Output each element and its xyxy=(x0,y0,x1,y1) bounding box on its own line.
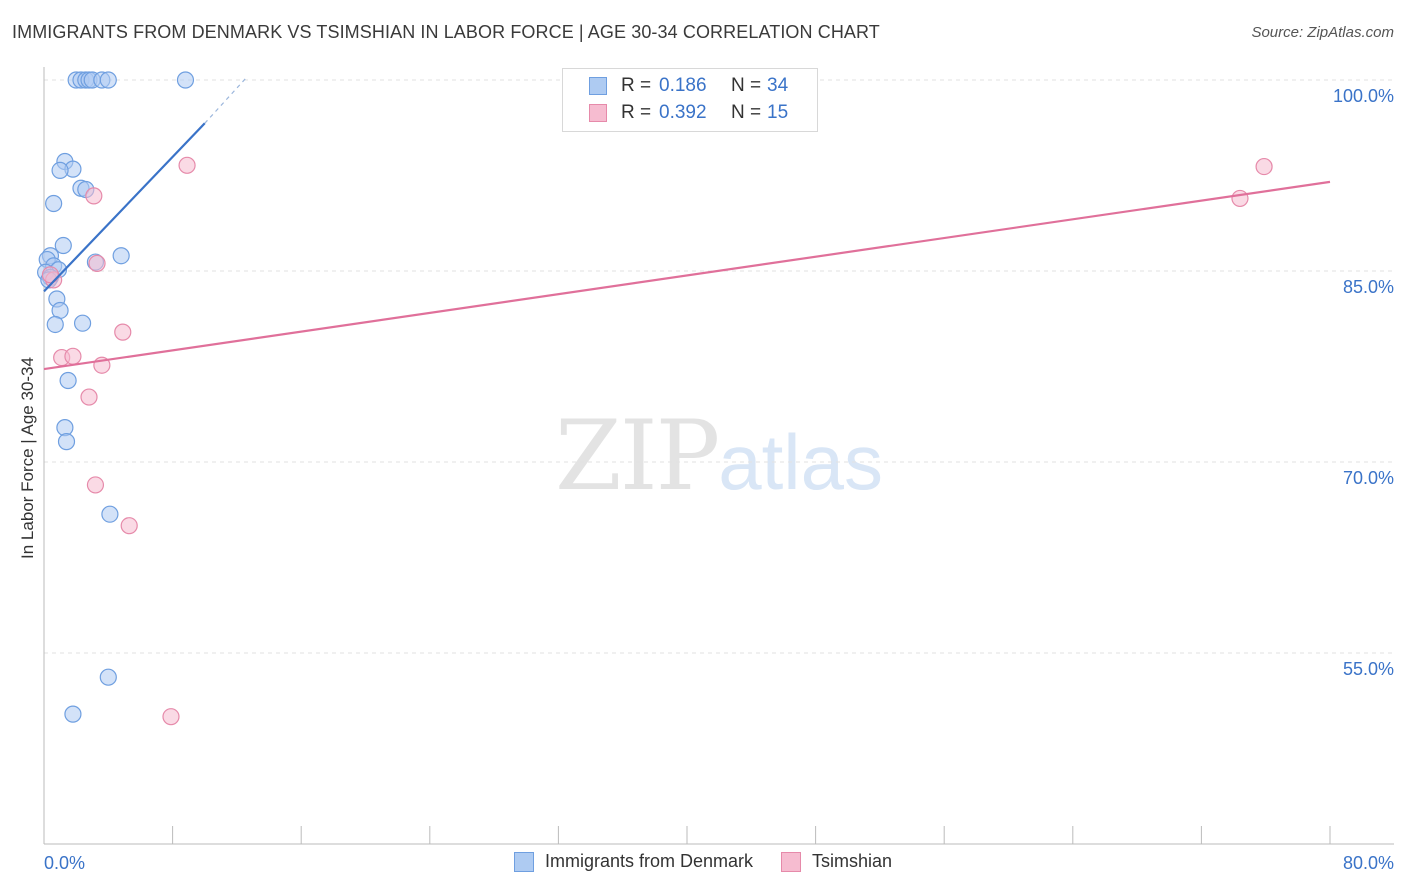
denmark-point-16 xyxy=(112,247,130,265)
watermark-zip: ZIP xyxy=(555,400,720,512)
tsimshian-point-6 xyxy=(64,347,82,365)
y-tick-label-55: 55.0% xyxy=(1342,659,1394,679)
tsimshian-point-4 xyxy=(114,323,132,341)
x-tick-label-max: 80.0% xyxy=(1342,853,1394,873)
y-tick-label-100: 100.0% xyxy=(1332,86,1394,106)
tsimshian-trendline xyxy=(43,180,1331,371)
denmark-point-25 xyxy=(73,314,92,332)
r-value: 0.392 xyxy=(659,102,707,123)
y-tick-label-85: 85.0% xyxy=(1342,277,1394,297)
series-legend: Immigrants from Denmark Tsimshian xyxy=(0,851,1406,872)
r-value: 0.186 xyxy=(659,75,707,96)
denmark-point-13 xyxy=(45,194,63,213)
r-label: R = xyxy=(621,102,652,123)
denmark-point-29 xyxy=(57,433,76,451)
tsimshian-point-11 xyxy=(162,708,180,726)
denmark-point-31 xyxy=(99,668,117,686)
legend-label-denmark: Immigrants from Denmark xyxy=(544,851,753,871)
tsimshian-point-2 xyxy=(88,254,106,272)
tsimshian-point-0 xyxy=(178,156,196,174)
legend-label-tsimshian: Tsimshian xyxy=(812,851,893,871)
chart-title: IMMIGRANTS FROM DENMARK VS TSIMSHIAN IN … xyxy=(12,22,880,42)
n-value: 15 xyxy=(767,102,789,123)
tsimshian-point-14 xyxy=(41,266,60,284)
tsimshian-point-8 xyxy=(80,388,98,406)
legend-item-tsimshian: Tsimshian xyxy=(781,851,892,872)
x-tick-label-min: 0.0% xyxy=(44,853,86,873)
legend-swatch-tsimshian xyxy=(589,104,607,122)
n-label: N = xyxy=(731,102,762,123)
stats-row-denmark: R = 0.186 N = 34 xyxy=(563,73,788,99)
tsimshian-point-12 xyxy=(1255,157,1273,176)
denmark-point-6 xyxy=(99,71,117,89)
denmark-point-14 xyxy=(54,236,72,255)
legend-swatch-tsimshian xyxy=(781,851,801,872)
n-label: N = xyxy=(731,75,762,96)
tsimshian-point-13 xyxy=(1231,189,1249,208)
denmark-trendline-extension xyxy=(204,77,247,124)
stats-legend: R = 0.186 N = 34 R = 0.392 N = 15 xyxy=(562,68,818,132)
stats-row-tsimshian: R = 0.392 N = 15 xyxy=(563,100,788,126)
denmark-point-7 xyxy=(176,71,195,89)
tsimshian-point-10 xyxy=(120,517,138,535)
denmark-point-10 xyxy=(51,161,69,180)
source-label: Source: ZipAtlas.com xyxy=(1251,24,1394,41)
r-label: R = xyxy=(621,75,652,96)
y-tick-label-70: 70.0% xyxy=(1342,468,1394,488)
denmark-point-32 xyxy=(64,705,82,723)
denmark-point-30 xyxy=(101,505,119,523)
tsimshian-point-1 xyxy=(85,187,103,205)
legend-swatch-denmark xyxy=(513,851,534,872)
legend-swatch-denmark xyxy=(589,77,607,95)
n-value: 34 xyxy=(767,75,789,96)
tsimshian-point-9 xyxy=(86,476,105,494)
denmark-point-26 xyxy=(46,315,64,334)
denmark-trendline xyxy=(43,122,206,293)
denmark-point-27 xyxy=(59,371,77,390)
legend-item-denmark: Immigrants from Denmark xyxy=(513,851,753,872)
